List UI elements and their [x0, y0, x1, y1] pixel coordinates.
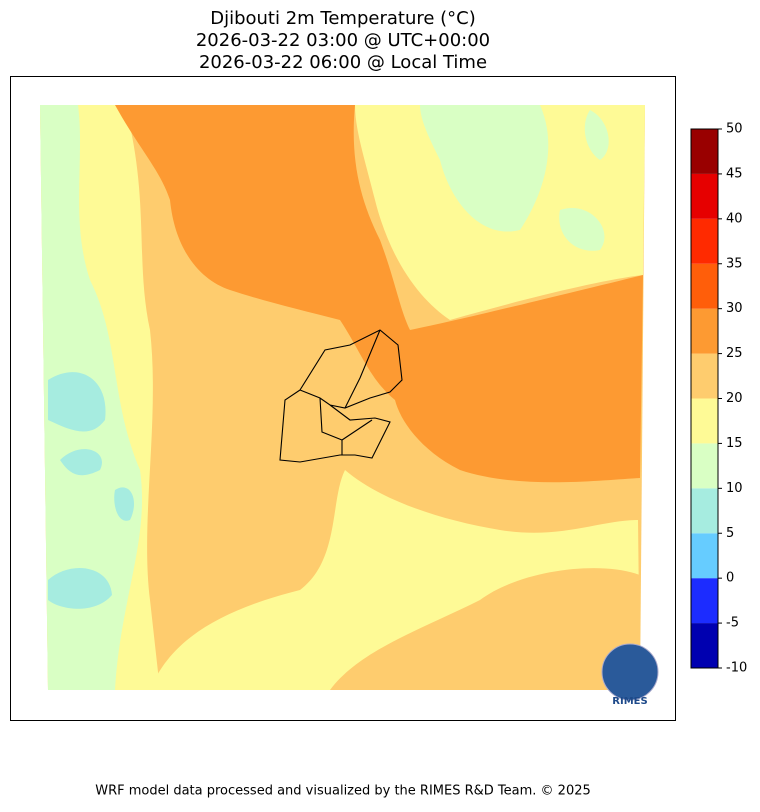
colorbar-segment	[691, 263, 718, 309]
colorbar-segment	[691, 173, 718, 219]
colorbar-segment	[691, 218, 718, 264]
colorbar-segment	[691, 308, 718, 354]
temp-region	[150, 105, 645, 690]
colorbar-tick-label: 30	[726, 301, 743, 316]
logo-text: RIMES	[612, 696, 647, 707]
colorbar-tick-label: 40	[726, 211, 743, 226]
temp-region	[48, 372, 135, 609]
colorbar-segment	[691, 533, 718, 579]
colorbar-tick-label: 20	[726, 391, 743, 406]
title-line: 2026-03-22 03:00 @ UTC+00:00	[196, 30, 490, 51]
footer: WRF model data processed and visualized …	[95, 784, 591, 799]
logo	[601, 643, 659, 701]
colorbar-tick-label: -10	[726, 661, 747, 676]
colorbar-segment	[691, 353, 718, 399]
map: RIMES	[10, 76, 676, 721]
colorbar-segment	[691, 488, 718, 534]
colorbar-segment	[691, 129, 718, 174]
colorbar-segment	[691, 578, 718, 624]
temp-region	[115, 105, 643, 483]
temp-region	[330, 568, 640, 690]
border	[279, 329, 403, 463]
title-line: 2026-03-22 06:00 @ Local Time	[199, 52, 487, 73]
title-line: Djibouti 2m Temperature (°C)	[210, 8, 476, 29]
colorbar-segment	[691, 398, 718, 444]
colorbar-tick-label: 10	[726, 481, 743, 496]
colorbar-segment	[691, 623, 718, 668]
colorbar-tick-label: 0	[726, 571, 734, 586]
colorbar-tick-label: -5	[726, 616, 739, 631]
colorbar-tick-label: 45	[726, 166, 743, 181]
colorbar-tick-label: 25	[726, 346, 743, 361]
colorbar-tick-label: 35	[726, 256, 743, 271]
colorbar-tick-label: 50	[726, 122, 743, 137]
colorbar-tick-label: 15	[726, 436, 743, 451]
temp-region	[420, 105, 609, 251]
colorbar-tick-label: 5	[726, 526, 734, 541]
colorbar: -10 -5 0 5 10 15 20 25 30 35 40 45 50	[690, 122, 747, 676]
colorbar-segment	[691, 443, 718, 489]
